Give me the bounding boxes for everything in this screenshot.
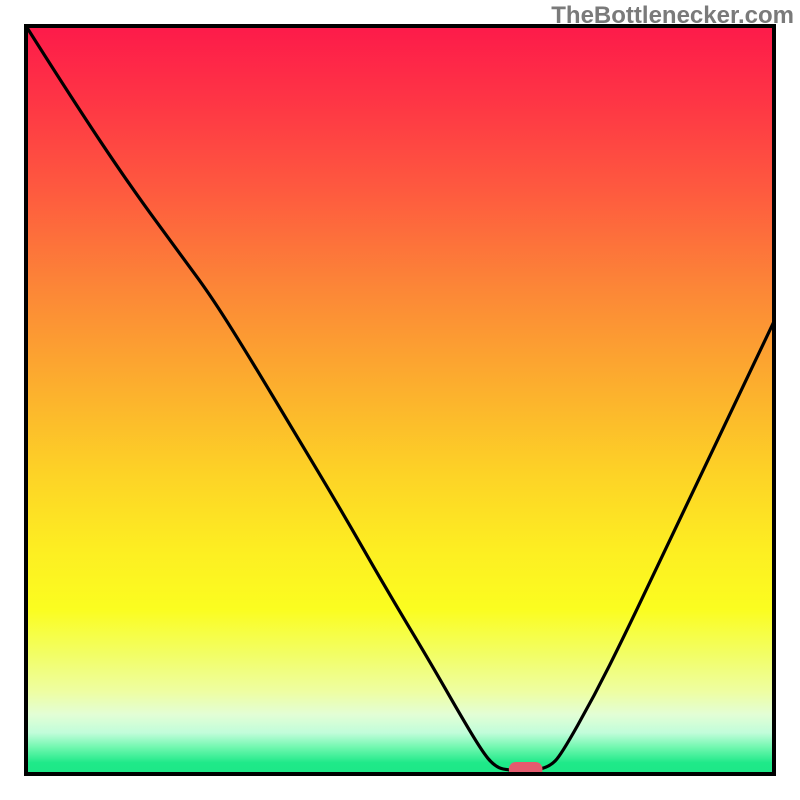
bottleneck-chart: TheBottlenecker.com [0, 0, 800, 800]
watermark-text: TheBottlenecker.com [551, 2, 794, 30]
gradient-background [26, 26, 774, 774]
chart-svg [0, 0, 800, 800]
